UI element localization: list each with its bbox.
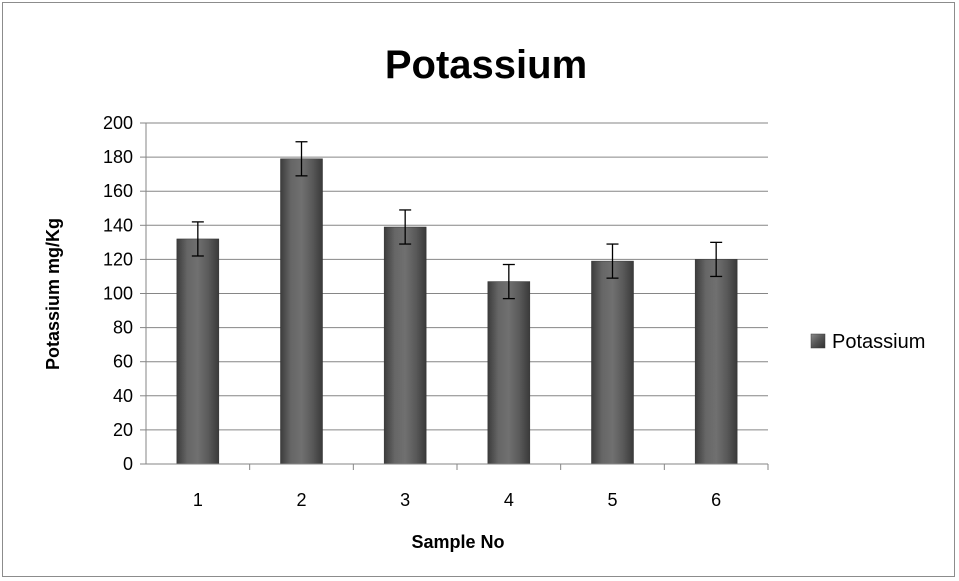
x-tick-label: 1 bbox=[193, 490, 203, 510]
y-tick-label: 20 bbox=[113, 420, 133, 440]
x-axis-title: Sample No bbox=[411, 532, 504, 552]
y-tick-label: 200 bbox=[103, 113, 133, 133]
x-tick-label: 6 bbox=[711, 490, 721, 510]
y-axis-title: Potassium mg/Kg bbox=[43, 218, 63, 370]
y-tick-labels: 0 20 40 60 80 100 120 140 160 180 200 bbox=[103, 113, 133, 474]
x-tick-labels: 1 2 3 4 5 6 bbox=[193, 490, 721, 510]
y-tick-label: 60 bbox=[113, 352, 133, 372]
bar bbox=[280, 158, 323, 465]
legend-label: Potassium bbox=[832, 331, 925, 353]
y-tick-label: 100 bbox=[103, 284, 133, 304]
x-tick-label: 3 bbox=[400, 490, 410, 510]
chart-title: Potassium bbox=[385, 43, 587, 87]
y-tick-label: 0 bbox=[123, 454, 133, 474]
y-tick-label: 120 bbox=[103, 249, 133, 269]
y-tick-label: 160 bbox=[103, 181, 133, 201]
bars bbox=[176, 158, 738, 465]
bar bbox=[591, 260, 634, 465]
bar bbox=[383, 226, 427, 465]
x-tick-label: 2 bbox=[296, 490, 306, 510]
gridlines bbox=[140, 122, 769, 470]
x-tick-label: 5 bbox=[607, 490, 617, 510]
bar bbox=[694, 259, 738, 465]
y-tick-label: 40 bbox=[113, 386, 133, 406]
y-tick-label: 80 bbox=[113, 318, 133, 338]
error-bars bbox=[191, 141, 723, 300]
x-tick-label: 4 bbox=[504, 490, 514, 510]
bar bbox=[487, 281, 531, 465]
legend: Potassium bbox=[810, 331, 925, 353]
bar bbox=[176, 238, 220, 465]
y-tick-label: 180 bbox=[103, 147, 133, 167]
legend-swatch bbox=[810, 333, 826, 349]
y-tick-label: 140 bbox=[103, 215, 133, 235]
